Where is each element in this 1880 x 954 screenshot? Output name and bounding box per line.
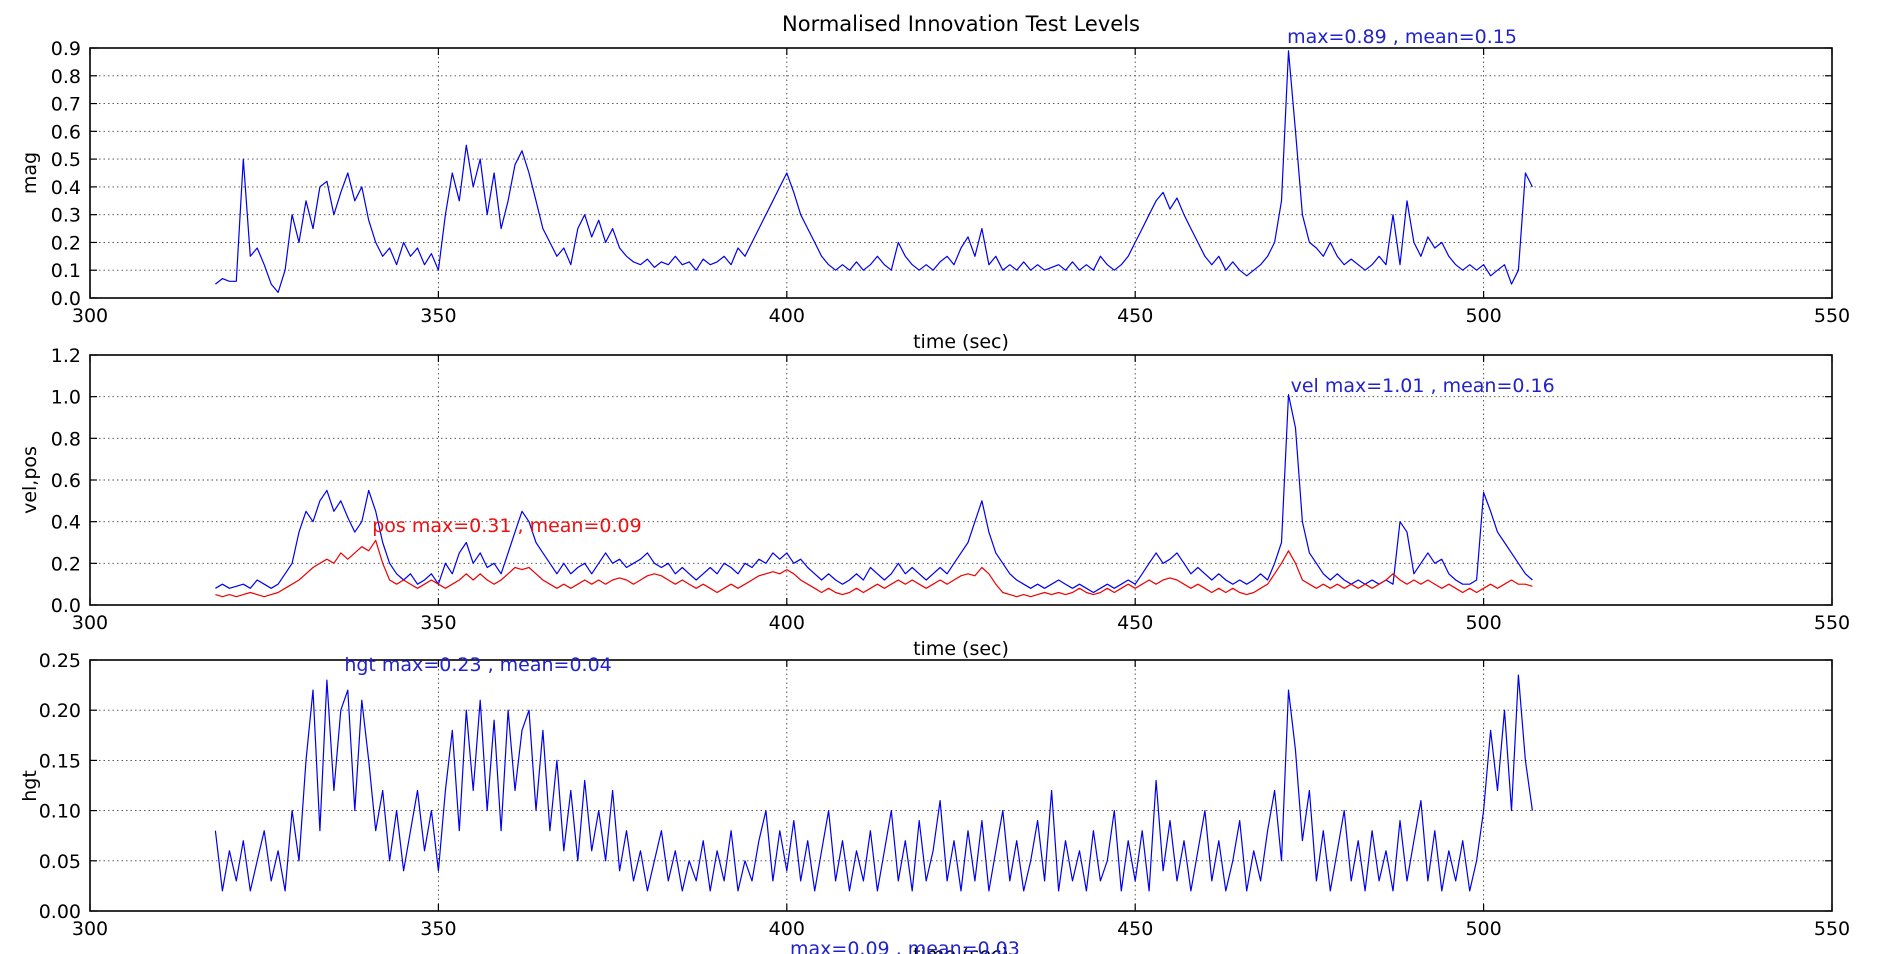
x-tick-label: 300 bbox=[72, 305, 108, 327]
x-tick-label: 500 bbox=[1465, 612, 1501, 634]
y-tick-label: 0.05 bbox=[39, 851, 81, 873]
y-tick-label: 0.5 bbox=[51, 149, 81, 171]
x-tick-label: 400 bbox=[769, 918, 805, 940]
y-tick-label: 0.8 bbox=[51, 428, 81, 450]
annotation-pos-stats: pos max=0.31 , mean=0.09 bbox=[372, 514, 642, 537]
series-line-mag bbox=[215, 50, 1533, 293]
x-tick-label: 350 bbox=[420, 612, 456, 634]
y-tick-label: 0.00 bbox=[39, 901, 81, 923]
y-tick-label: 0.2 bbox=[51, 232, 81, 254]
annotation-vel-stats: vel max=1.01 , mean=0.16 bbox=[1290, 375, 1555, 398]
series-line-hgt bbox=[214, 674, 1533, 892]
y-tick-label: 0.15 bbox=[39, 750, 81, 772]
x-tick-label: 300 bbox=[72, 918, 108, 940]
y-tick-label: 1.0 bbox=[51, 387, 81, 409]
x-tick-label: 450 bbox=[1117, 305, 1153, 327]
y-tick-label: 0.20 bbox=[39, 700, 81, 722]
y-tick-label: 0.10 bbox=[39, 801, 81, 823]
x-axis-label-time-3: time (sec) bbox=[913, 944, 1009, 954]
x-tick-label: 450 bbox=[1117, 918, 1153, 940]
y-tick-label: 0.0 bbox=[51, 595, 81, 617]
y-axis-label-vel-pos: vel,pos bbox=[19, 446, 41, 514]
y-tick-label: 0.2 bbox=[51, 553, 81, 575]
x-tick-label: 500 bbox=[1465, 305, 1501, 327]
series-line-pos bbox=[215, 539, 1533, 598]
x-tick-label: 400 bbox=[769, 305, 805, 327]
x-axis-label-time-2: time (sec) bbox=[913, 638, 1009, 660]
x-axis-label-time-1: time (sec) bbox=[913, 331, 1009, 353]
y-tick-label: 0.1 bbox=[51, 260, 81, 282]
x-tick-label: 550 bbox=[1814, 305, 1850, 327]
y-tick-label: 1.2 bbox=[51, 345, 81, 367]
chart-title: Normalised Innovation Test Levels bbox=[782, 12, 1140, 36]
x-tick-label: 450 bbox=[1117, 612, 1153, 634]
y-tick-label: 0.6 bbox=[51, 470, 81, 492]
y-tick-label: 0.8 bbox=[51, 66, 81, 88]
x-tick-label: 500 bbox=[1465, 918, 1501, 940]
annotation-mag-stats: max=0.89 , mean=0.15 bbox=[1287, 25, 1517, 48]
x-tick-label: 350 bbox=[420, 918, 456, 940]
y-tick-label: 0.25 bbox=[39, 650, 81, 672]
annotation-hgt-stats: hgt max=0.23 , mean=0.04 bbox=[344, 654, 612, 677]
y-tick-label: 0.7 bbox=[51, 94, 81, 116]
x-tick-label: 400 bbox=[769, 612, 805, 634]
x-tick-label: 300 bbox=[72, 612, 108, 634]
y-tick-label: 0.3 bbox=[51, 205, 81, 227]
axes-frame bbox=[89, 659, 1833, 912]
x-tick-label: 550 bbox=[1814, 612, 1850, 634]
x-tick-label: 550 bbox=[1814, 918, 1850, 940]
axes-frame bbox=[89, 47, 1833, 299]
y-tick-label: 0.9 bbox=[51, 38, 81, 60]
y-axis-label-mag: mag bbox=[19, 151, 41, 195]
y-tick-label: 0.6 bbox=[51, 121, 81, 143]
y-axis-label-hgt: hgt bbox=[19, 769, 41, 802]
y-tick-label: 0.4 bbox=[51, 177, 81, 199]
y-tick-label: 0.4 bbox=[51, 512, 81, 534]
y-tick-label: 0.0 bbox=[51, 288, 81, 310]
x-tick-label: 350 bbox=[420, 305, 456, 327]
annotation-clipped-stats: max=0.09 , mean=0.03 bbox=[790, 938, 1020, 954]
series-line-vel bbox=[215, 394, 1533, 594]
